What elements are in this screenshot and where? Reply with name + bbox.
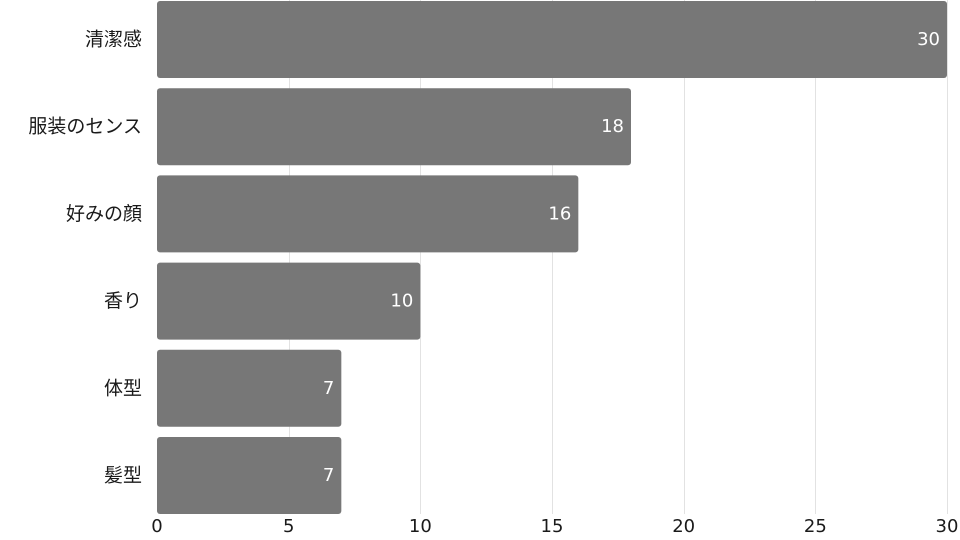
category-label-5: 髪型 [104, 465, 142, 487]
gridlines [289, 0, 948, 514]
x-tick-label-15: 15 [541, 516, 564, 537]
category-label-4: 体型 [104, 377, 142, 399]
value-label-5: 7 [323, 465, 334, 486]
category-label-3: 香り [104, 290, 142, 312]
bar-2 [157, 175, 579, 253]
bar-4 [157, 349, 342, 427]
x-tick-label-30: 30 [936, 516, 959, 537]
category-label-2: 好みの顔 [66, 203, 142, 225]
x-tick-label-5: 5 [283, 516, 294, 537]
value-label-3: 10 [390, 291, 413, 312]
value-label-0: 30 [917, 29, 940, 50]
bar-5 [157, 437, 342, 514]
x-tick-label-0: 0 [151, 516, 162, 537]
bars: 30 18 16 10 7 7 [157, 1, 947, 514]
value-label-2: 16 [548, 203, 571, 224]
bar-3 [157, 262, 421, 340]
bar-1 [157, 88, 631, 166]
category-label-1: 服装のセンス [28, 116, 142, 138]
x-tick-label-20: 20 [672, 516, 695, 537]
x-tick-label-10: 10 [409, 516, 432, 537]
x-tick-label-25: 25 [804, 516, 827, 537]
value-label-1: 18 [601, 116, 624, 137]
category-label-0: 清潔感 [85, 29, 142, 51]
x-axis-ticks: 0 5 10 15 20 25 30 [151, 516, 958, 537]
value-label-4: 7 [323, 378, 334, 399]
bar-0 [157, 1, 947, 78]
